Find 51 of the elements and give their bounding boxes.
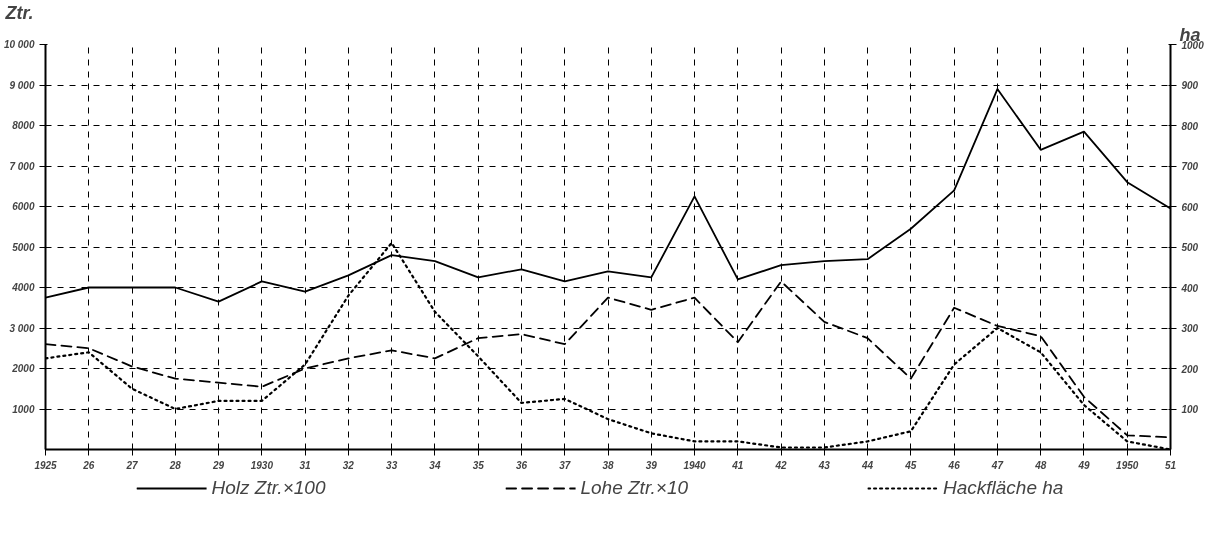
- y-tick-label: 10 000: [3, 39, 35, 50]
- x-tick-label: 47: [990, 459, 1004, 471]
- y-tick-label: 2000: [11, 363, 35, 374]
- y-tick-label: 8000: [12, 120, 35, 131]
- x-tick-label: 46: [947, 459, 961, 471]
- y2-tick-label: 300: [1181, 323, 1199, 334]
- y2-tick-label: 600: [1181, 201, 1199, 213]
- x-tick-label: 34: [429, 459, 441, 471]
- x-tick-label: 49: [1077, 459, 1090, 471]
- y-tick-label: 1000: [12, 403, 35, 415]
- x-tick-label: 36: [515, 459, 528, 471]
- legend-label: Holz Ztr.×100: [211, 477, 326, 499]
- x-tick-label: 1925: [34, 459, 58, 471]
- y-axis-title: Ztr.: [4, 2, 34, 23]
- y2-tick-label: 800: [1181, 120, 1199, 132]
- y-tick-label: 5000: [12, 241, 35, 253]
- legend-label: Lohe Ztr.×10: [580, 477, 689, 499]
- x-tick-label: 1950: [1116, 459, 1139, 471]
- y-tick-label: 4000: [11, 282, 35, 293]
- y-tick-label: 6000: [12, 201, 35, 212]
- x-tick-label: 42: [774, 459, 788, 471]
- x-tick-label: 28: [168, 459, 182, 471]
- x-tick-label: 38: [602, 459, 614, 471]
- x-tick-label: 41: [731, 459, 744, 471]
- y2-tick-label: 900: [1181, 80, 1199, 91]
- x-tick-label: 43: [817, 459, 831, 471]
- x-tick-label: 44: [861, 459, 874, 471]
- y2-tick-label: 400: [1180, 282, 1199, 294]
- x-tick-label: 32: [342, 459, 355, 471]
- x-tick-label: 31: [299, 459, 312, 471]
- x-tick-label: 33: [386, 459, 398, 471]
- x-tick-label: 48: [1034, 459, 1047, 471]
- x-tick-label: 1930: [250, 459, 274, 471]
- x-tick-label: 51: [1164, 459, 1177, 471]
- x-tick-label: 27: [125, 459, 139, 471]
- y2-tick-label: 500: [1181, 242, 1199, 253]
- x-tick-label: 26: [82, 459, 95, 471]
- x-tick-label: 37: [559, 459, 571, 471]
- y2-tick-label: 200: [1180, 363, 1199, 375]
- y-tick-label: 9 000: [9, 79, 35, 91]
- y-tick-label: 3 000: [9, 322, 35, 334]
- y2-tick-label: 700: [1181, 161, 1199, 172]
- x-tick-label: 35: [472, 459, 485, 471]
- x-tick-label: 45: [904, 459, 917, 471]
- x-tick-label: 1940: [683, 459, 707, 471]
- legend-label: Hackfläche ha: [943, 477, 1064, 499]
- y2-tick-label: 100: [1181, 404, 1199, 415]
- y-tick-label: 7 000: [9, 160, 35, 172]
- x-tick-label: 39: [645, 459, 658, 471]
- x-tick-label: 29: [212, 459, 225, 471]
- y2-tick-label: 1000: [1181, 39, 1205, 51]
